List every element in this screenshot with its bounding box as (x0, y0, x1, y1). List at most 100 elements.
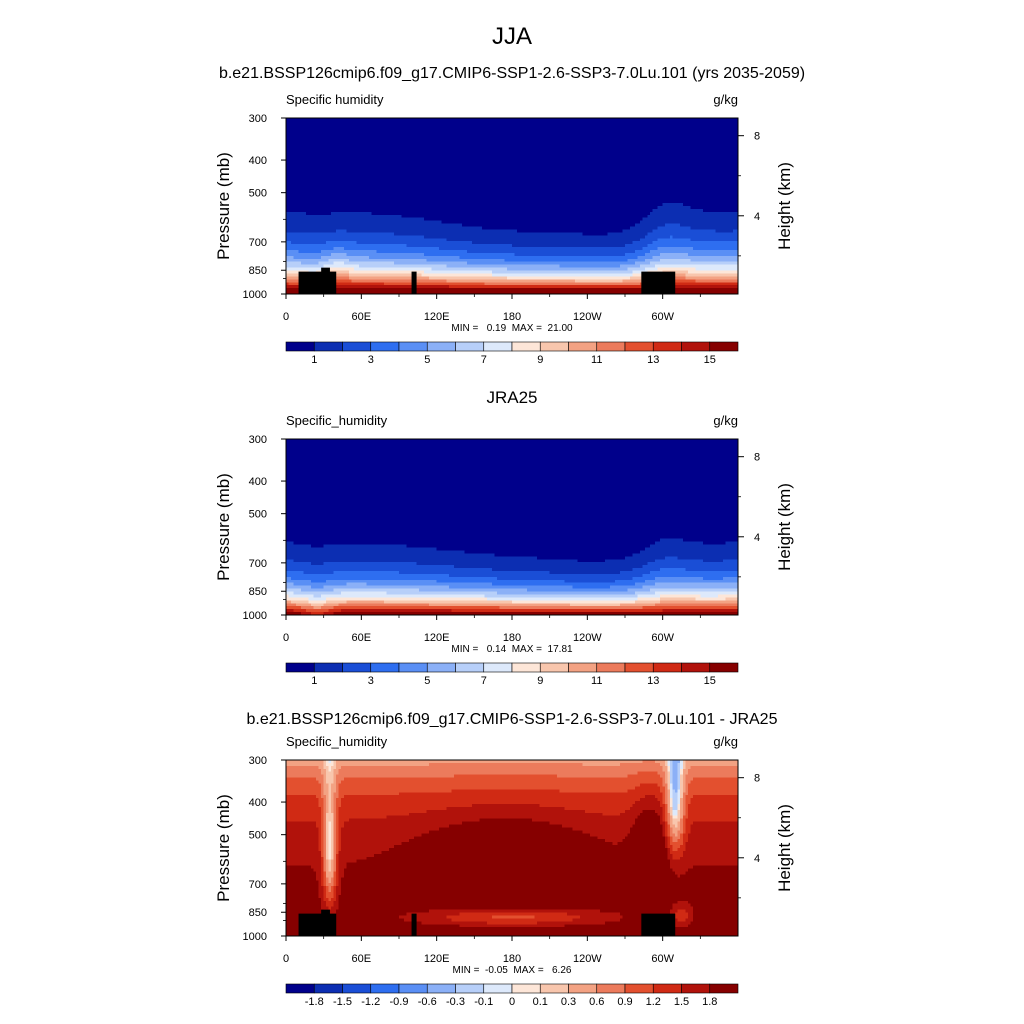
colorbar-label: 0.1 (533, 996, 548, 1008)
height-tick-label: 4 (754, 532, 760, 544)
colorbar-label: 7 (481, 675, 487, 687)
y-tick-label: 850 (249, 907, 267, 919)
y-tick-label: 1000 (243, 610, 267, 622)
colorbar: 1 3 5 7 9 11 13 15 (285, 341, 739, 366)
colorbar: -1.8 -1.5 -1.2 -0.9 -0.6 -0.3 -0.1 0 0.1 0.3 0.6 0.… (285, 983, 739, 1008)
y-axis-title: Pressure (mb) (214, 152, 233, 260)
x-tick-label: 60W (651, 311, 674, 323)
field-name: Specific_humidity (286, 734, 388, 749)
colorbar-box (342, 983, 372, 994)
y-tick-label: 300 (249, 434, 267, 446)
colorbar-box (285, 341, 315, 352)
x-tick-label: 120W (573, 953, 602, 965)
y-tick-label: 500 (249, 188, 267, 200)
colorbar-box (483, 341, 513, 352)
x-tick-label: 0 (283, 311, 289, 323)
colorbar-box (370, 662, 400, 673)
colorbar-box (539, 341, 569, 352)
colorbar-label: 9 (537, 354, 543, 366)
min-max-stats: MIN = -0.05 MAX = 6.26 (453, 965, 572, 976)
colorbar-box (455, 341, 485, 352)
colorbar-label: -0.9 (390, 996, 409, 1008)
y-tick-label: 700 (249, 558, 267, 570)
colorbar-label: 0.3 (561, 996, 576, 1008)
y-tick-label: 700 (249, 237, 267, 249)
contour-field (286, 118, 739, 295)
colorbar-label: -1.5 (333, 996, 352, 1008)
colorbar-box (398, 662, 428, 673)
x-tick-label: 120W (573, 632, 602, 644)
figure-subtitle: b.e21.BSSP126cmip6.f09_g17.CMIP6-SSP1-2.… (219, 65, 805, 82)
colorbar-label: -1.8 (305, 996, 324, 1008)
colorbar-label: 9 (537, 675, 543, 687)
colorbar-label: 15 (704, 354, 716, 366)
colorbar-box (426, 662, 456, 673)
topography-mask (298, 267, 676, 294)
chart-panel: b.e21.BSSP126cmip6.f09_g17.CMIP6-SSP1-2.… (214, 711, 794, 1008)
y-tick-label: 1000 (243, 289, 267, 301)
colorbar-box (709, 983, 739, 994)
colorbar-label: 3 (368, 354, 374, 366)
y-tick-label: 400 (249, 155, 267, 167)
colorbar-label: 13 (647, 675, 659, 687)
colorbar-box (398, 983, 428, 994)
colorbar-label: 15 (704, 675, 716, 687)
colorbar-label: 1.2 (646, 996, 661, 1008)
contour-field (286, 439, 739, 616)
colorbar-box (652, 983, 682, 994)
colorbar-box (455, 983, 485, 994)
colorbar-label: 0.9 (617, 996, 632, 1008)
x-tick-label: 60E (352, 632, 372, 644)
units-label: g/kg (713, 92, 738, 107)
right-axis-title: Height (km) (775, 804, 794, 892)
units-label: g/kg (713, 734, 738, 749)
colorbar-box (285, 662, 315, 673)
colorbar-label: 3 (368, 675, 374, 687)
right-axis-title: Height (km) (775, 162, 794, 250)
colorbar-label: 0.6 (589, 996, 604, 1008)
colorbar: 1 3 5 7 9 11 13 15 (285, 662, 739, 687)
colorbar-label: 11 (591, 675, 602, 687)
x-tick-label: 60W (651, 632, 674, 644)
colorbar-box (596, 662, 626, 673)
colorbar-box (342, 662, 372, 673)
figure-title: JJA (492, 23, 532, 50)
colorbar-box (285, 983, 315, 994)
colorbar-label: -1.2 (361, 996, 380, 1008)
y-tick-label: 850 (249, 586, 267, 598)
height-tick-label: 8 (754, 452, 760, 464)
colorbar-box (539, 983, 569, 994)
x-tick-label: 180 (503, 632, 521, 644)
right-axis-title: Height (km) (775, 483, 794, 571)
min-max-stats: MIN = 0.14 MAX = 17.81 (451, 644, 573, 655)
colorbar-box (652, 662, 682, 673)
colorbar-box (342, 341, 372, 352)
field-name: Specific_humidity (286, 413, 388, 428)
colorbar-box (398, 341, 428, 352)
colorbar-box (455, 662, 485, 673)
y-tick-label: 850 (249, 265, 267, 277)
y-axis-title: Pressure (mb) (214, 473, 233, 581)
colorbar-box (426, 983, 456, 994)
x-tick-label: 120E (424, 953, 450, 965)
x-tick-label: 60W (651, 953, 674, 965)
colorbar-label: 13 (647, 354, 659, 366)
colorbar-box (539, 662, 569, 673)
colorbar-label: 1.8 (702, 996, 717, 1008)
colorbar-box (568, 341, 598, 352)
x-tick-label: 180 (503, 953, 521, 965)
y-axis-title: Pressure (mb) (214, 794, 233, 902)
y-tick-label: 500 (249, 509, 267, 521)
contour-field (286, 760, 739, 937)
x-tick-label: 0 (283, 953, 289, 965)
colorbar-box (313, 341, 343, 352)
y-tick-label: 300 (249, 113, 267, 125)
colorbar-box (511, 662, 541, 673)
x-tick-label: 120E (424, 632, 450, 644)
x-tick-label: 60E (352, 953, 372, 965)
colorbar-box (624, 662, 654, 673)
colorbar-box (483, 662, 513, 673)
panel-title: b.e21.BSSP126cmip6.f09_g17.CMIP6-SSP1-2.… (247, 711, 778, 728)
x-tick-label: 180 (503, 311, 521, 323)
